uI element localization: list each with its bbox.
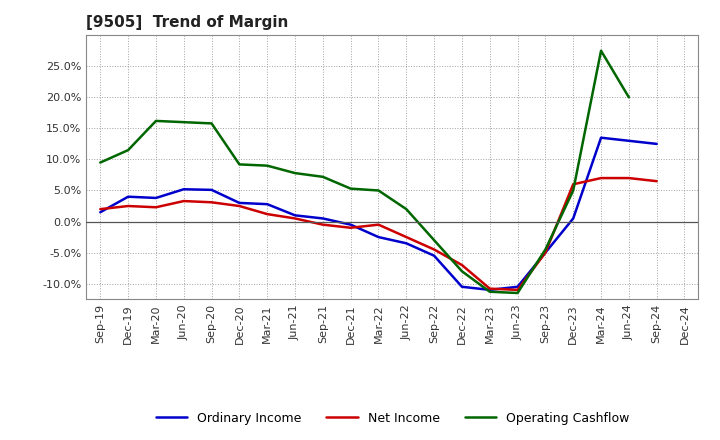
Ordinary Income xyxy=(207,187,216,193)
Net Income xyxy=(513,287,522,293)
Ordinary Income xyxy=(291,213,300,218)
Ordinary Income xyxy=(624,138,633,143)
Ordinary Income xyxy=(430,253,438,258)
Net Income xyxy=(430,247,438,252)
Net Income xyxy=(96,206,104,212)
Net Income xyxy=(235,203,243,209)
Operating Cashflow xyxy=(402,206,410,212)
Net Income xyxy=(263,212,271,217)
Net Income xyxy=(402,235,410,240)
Operating Cashflow xyxy=(624,95,633,100)
Net Income xyxy=(458,262,467,268)
Net Income xyxy=(152,205,161,210)
Operating Cashflow xyxy=(207,121,216,126)
Operating Cashflow xyxy=(124,147,132,153)
Line: Ordinary Income: Ordinary Income xyxy=(100,138,657,290)
Operating Cashflow xyxy=(235,162,243,167)
Ordinary Income xyxy=(374,235,383,240)
Operating Cashflow xyxy=(152,118,161,124)
Operating Cashflow xyxy=(569,188,577,193)
Operating Cashflow xyxy=(318,174,327,180)
Operating Cashflow xyxy=(513,290,522,296)
Ordinary Income xyxy=(458,284,467,290)
Net Income xyxy=(597,176,606,181)
Operating Cashflow xyxy=(96,160,104,165)
Line: Net Income: Net Income xyxy=(100,178,657,290)
Ordinary Income xyxy=(152,195,161,201)
Net Income xyxy=(541,250,550,255)
Ordinary Income xyxy=(569,216,577,221)
Ordinary Income xyxy=(96,209,104,215)
Operating Cashflow xyxy=(430,238,438,243)
Net Income xyxy=(569,182,577,187)
Operating Cashflow xyxy=(541,247,550,252)
Net Income xyxy=(485,286,494,291)
Net Income xyxy=(207,200,216,205)
Ordinary Income xyxy=(263,202,271,207)
Text: [9505]  Trend of Margin: [9505] Trend of Margin xyxy=(86,15,289,30)
Net Income xyxy=(318,222,327,227)
Operating Cashflow xyxy=(291,170,300,176)
Operating Cashflow xyxy=(263,163,271,168)
Operating Cashflow xyxy=(597,48,606,53)
Net Income xyxy=(652,179,661,184)
Ordinary Income xyxy=(179,187,188,192)
Net Income xyxy=(624,176,633,181)
Legend: Ordinary Income, Net Income, Operating Cashflow: Ordinary Income, Net Income, Operating C… xyxy=(150,407,634,430)
Ordinary Income xyxy=(652,141,661,147)
Ordinary Income xyxy=(513,284,522,290)
Ordinary Income xyxy=(346,222,355,227)
Operating Cashflow xyxy=(374,188,383,193)
Operating Cashflow xyxy=(346,186,355,191)
Net Income xyxy=(346,225,355,231)
Ordinary Income xyxy=(235,200,243,205)
Operating Cashflow xyxy=(485,289,494,294)
Ordinary Income xyxy=(485,287,494,293)
Ordinary Income xyxy=(124,194,132,199)
Operating Cashflow xyxy=(458,268,467,274)
Ordinary Income xyxy=(402,241,410,246)
Net Income xyxy=(179,198,188,204)
Net Income xyxy=(291,216,300,221)
Net Income xyxy=(124,203,132,209)
Ordinary Income xyxy=(318,216,327,221)
Ordinary Income xyxy=(597,135,606,140)
Line: Operating Cashflow: Operating Cashflow xyxy=(100,51,629,293)
Ordinary Income xyxy=(541,250,550,255)
Operating Cashflow xyxy=(179,120,188,125)
Net Income xyxy=(374,222,383,227)
